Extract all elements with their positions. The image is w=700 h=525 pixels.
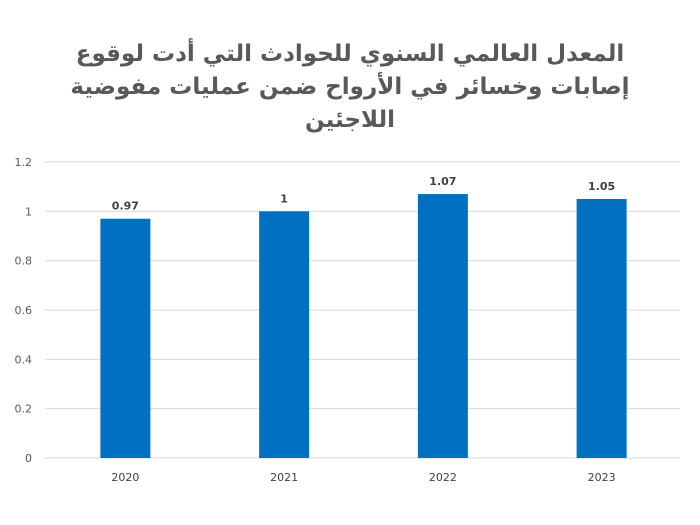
x-tick-label: 2022 [429,471,457,484]
y-tick-label: 1.2 [15,156,33,169]
y-tick-label: 0 [25,452,32,465]
x-tick-label: 2020 [111,471,139,484]
x-tick-label: 2023 [588,471,616,484]
bar [576,199,627,458]
data-label: 0.97 [112,200,139,213]
chart-title: المعدل العالمي السنوي للحوادث التي أدت ل… [70,41,630,133]
data-label: 1.07 [429,175,456,188]
bar [100,218,151,458]
y-tick-label: 0.8 [15,255,33,268]
bar [259,211,310,458]
bar [417,194,468,459]
y-tick-label: 0.6 [15,304,33,317]
y-tick-label: 1 [25,205,32,218]
data-label: 1 [280,192,288,205]
data-label: 1.05 [588,180,615,193]
x-tick-label: 2021 [270,471,298,484]
y-tick-label: 0.2 [15,403,33,416]
y-tick-label: 0.4 [15,353,33,366]
